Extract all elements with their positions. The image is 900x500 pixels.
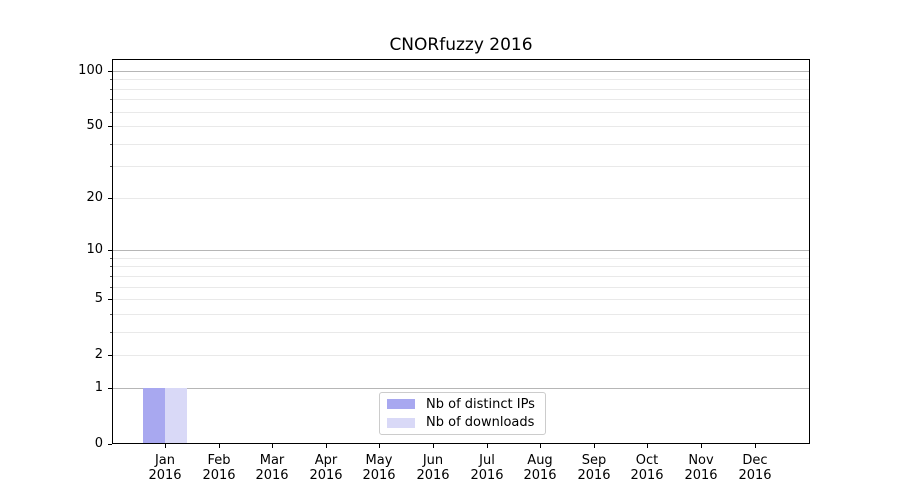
y-tick-label: 0 (94, 436, 103, 451)
x-tick-label: Jul 2016 (470, 453, 504, 483)
gridline-minor (113, 287, 809, 288)
gridline-minor (113, 258, 809, 259)
legend-item-distinct-ips: Nb of distinct IPs (387, 397, 545, 412)
y-minor-tick-mark (110, 314, 112, 315)
y-minor-tick-mark (110, 144, 112, 145)
x-tick-mark (379, 444, 380, 448)
x-tick-label: Jun 2016 (416, 453, 450, 483)
chart-title: CNORfuzzy 2016 (389, 35, 533, 55)
gridline-major (113, 71, 809, 72)
legend-swatch-distinct-ips (387, 399, 415, 410)
y-tick-mark (108, 250, 112, 251)
y-tick-label: 1 (94, 380, 103, 395)
y-minor-tick-mark (110, 276, 112, 277)
x-tick-label: Mar 2016 (255, 453, 289, 483)
bar-distinct-ips (143, 388, 165, 444)
gridline-minor (113, 198, 809, 199)
y-tick-label: 100 (78, 63, 103, 78)
y-minor-tick-mark (110, 332, 112, 333)
x-tick-mark (487, 444, 488, 448)
x-tick-label: Jan 2016 (148, 453, 182, 483)
gridline-minor (113, 332, 809, 333)
x-tick-mark (219, 444, 220, 448)
legend-swatch-downloads (387, 417, 415, 428)
y-minor-tick-mark (110, 79, 112, 80)
x-tick-mark (326, 444, 327, 448)
y-tick-mark (108, 126, 112, 127)
gridline-minor (113, 299, 809, 300)
x-tick-mark (755, 444, 756, 448)
gridline-major (113, 250, 809, 251)
gridline-minor (113, 314, 809, 315)
y-minor-tick-mark (110, 99, 112, 100)
y-tick-label: 20 (86, 190, 103, 205)
legend: Nb of distinct IPs Nb of downloads (379, 392, 546, 435)
y-tick-label: 50 (86, 118, 103, 133)
gridline-minor (113, 276, 809, 277)
y-tick-mark (108, 444, 112, 445)
x-tick-label: May 2016 (362, 453, 396, 483)
gridline-minor (113, 266, 809, 267)
x-tick-mark (433, 444, 434, 448)
x-tick-label: Aug 2016 (523, 453, 557, 483)
y-tick-label: 5 (94, 291, 103, 306)
gridline-minor (113, 89, 809, 90)
y-tick-mark (108, 198, 112, 199)
y-tick-mark (108, 388, 112, 389)
y-tick-mark (108, 355, 112, 356)
gridline-minor (113, 99, 809, 100)
x-tick-label: Feb 2016 (202, 453, 236, 483)
gridline-minor (113, 79, 809, 80)
x-tick-mark (647, 444, 648, 448)
y-tick-mark (108, 299, 112, 300)
gridline-minor (113, 144, 809, 145)
x-tick-label: Sep 2016 (577, 453, 611, 483)
legend-label-downloads: Nb of downloads (426, 415, 535, 431)
legend-label-distinct-ips: Nb of distinct IPs (426, 396, 535, 412)
gridline-minor (113, 355, 809, 356)
y-minor-tick-mark (110, 166, 112, 167)
x-tick-label: Dec 2016 (738, 453, 772, 483)
x-tick-mark (594, 444, 595, 448)
y-minor-tick-mark (110, 112, 112, 113)
gridline-major (113, 388, 809, 389)
y-minor-tick-mark (110, 89, 112, 90)
x-tick-label: Apr 2016 (309, 453, 343, 483)
bar-downloads (165, 388, 187, 444)
x-tick-mark (701, 444, 702, 448)
x-tick-mark (540, 444, 541, 448)
y-minor-tick-mark (110, 258, 112, 259)
y-minor-tick-mark (110, 287, 112, 288)
plot-area (112, 59, 810, 444)
x-tick-label: Oct 2016 (630, 453, 664, 483)
legend-item-downloads: Nb of downloads (387, 415, 545, 430)
gridline-minor (113, 166, 809, 167)
x-tick-mark (272, 444, 273, 448)
x-tick-mark (165, 444, 166, 448)
x-tick-label: Nov 2016 (684, 453, 718, 483)
y-tick-label: 2 (94, 347, 103, 362)
y-tick-mark (108, 71, 112, 72)
y-minor-tick-mark (110, 266, 112, 267)
y-tick-label: 10 (86, 242, 103, 257)
gridline-minor (113, 126, 809, 127)
gridline-minor (113, 112, 809, 113)
